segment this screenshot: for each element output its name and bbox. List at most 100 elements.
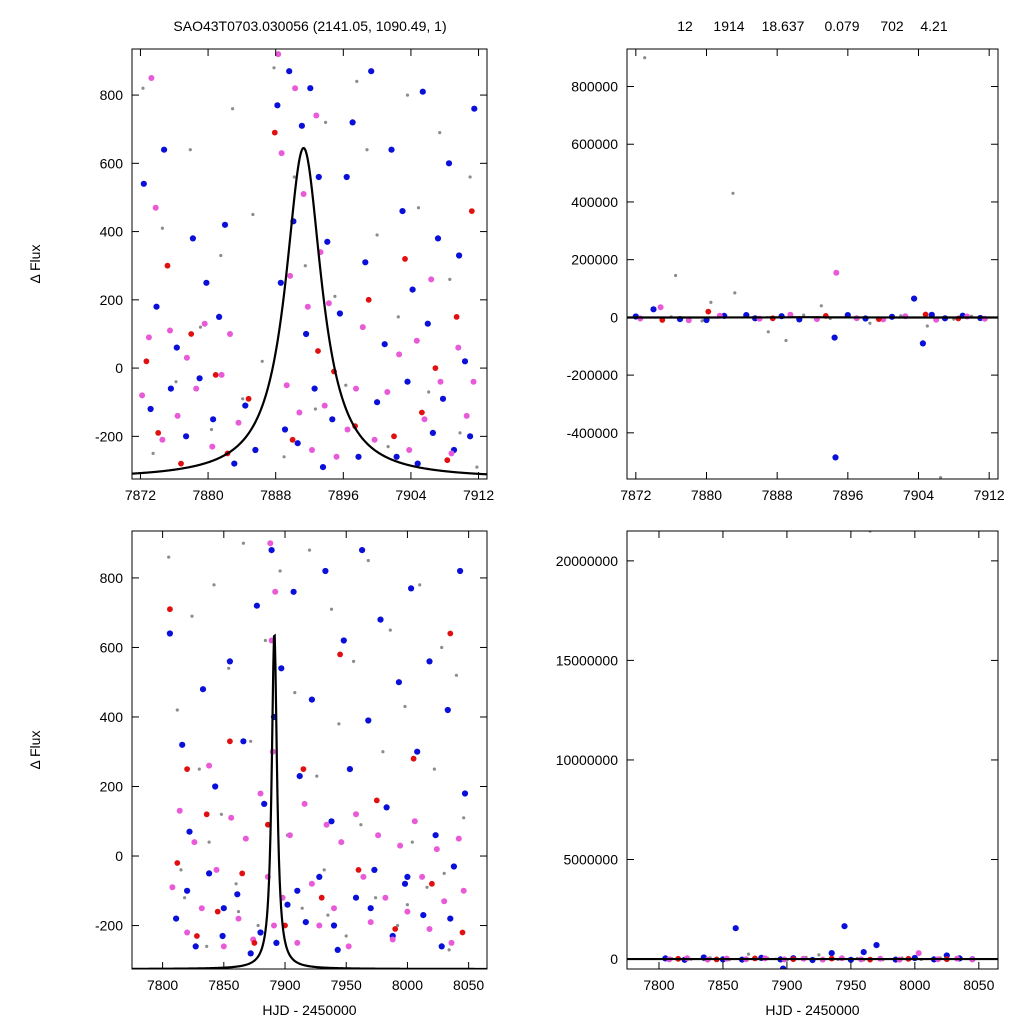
grey-data-point <box>427 390 431 394</box>
blue-data-point <box>196 375 203 382</box>
red-data-point <box>429 880 435 887</box>
grey-data-point <box>197 767 201 771</box>
magenta-data-point <box>287 272 294 279</box>
grey-data-point <box>188 148 192 152</box>
grey-data-point <box>272 66 276 70</box>
grey-data-point <box>141 86 145 90</box>
grey-data-point <box>174 380 178 384</box>
stat-value: 0.079 <box>824 18 859 34</box>
grey-data-point <box>337 722 341 726</box>
data-points <box>166 540 469 957</box>
magenta-data-point <box>428 276 435 283</box>
x-tick-label: 7850 <box>208 977 239 993</box>
magenta-data-point <box>278 150 285 157</box>
blue-data-point <box>928 311 935 318</box>
magenta-data-point <box>272 588 279 595</box>
y-tick-label: 400 <box>100 224 124 240</box>
y-tick-label: 0 <box>610 951 618 967</box>
blue-data-point <box>308 696 315 703</box>
x-tick-label: 8000 <box>392 977 423 993</box>
red-data-point <box>410 755 417 762</box>
grey-data-point <box>260 359 264 363</box>
blue-data-point <box>273 939 280 947</box>
magenta-data-point <box>218 371 225 378</box>
x-tick-label: 7850 <box>707 977 738 993</box>
red-data-point <box>392 926 399 932</box>
grey-data-point <box>292 175 296 179</box>
y-tick-label: -200000 <box>567 367 619 383</box>
red-data-point <box>419 409 425 416</box>
magenta-data-point <box>344 426 351 433</box>
blue-data-point <box>234 891 241 898</box>
blue-data-point <box>401 880 409 887</box>
y-tick-label: 5000000 <box>563 852 618 868</box>
grey-data-point <box>293 691 297 695</box>
blue-data-point <box>467 433 474 440</box>
x-tick-label: 7880 <box>691 487 722 503</box>
blue-data-point <box>274 102 281 109</box>
blue-data-point <box>336 310 343 317</box>
blue-data-point <box>257 929 264 936</box>
model-curve <box>132 146 487 476</box>
grey-data-point <box>868 321 872 325</box>
y-tick-label: -200 <box>95 428 123 444</box>
red-data-point <box>194 933 200 939</box>
blue-data-point <box>303 330 310 338</box>
stat-value: 12 <box>677 18 693 34</box>
grey-data-point <box>282 455 286 459</box>
y-tick-label: 200000 <box>571 252 618 268</box>
blue-data-point <box>393 453 400 460</box>
blue-data-point <box>732 925 739 932</box>
magenta-data-point <box>308 880 315 887</box>
blue-data-point <box>371 866 378 874</box>
grey-data-point <box>324 120 328 124</box>
grey-data-point <box>329 607 334 611</box>
blue-data-point <box>414 748 421 755</box>
red-data-point <box>337 651 343 658</box>
x-axis-label: HJD - 2450000 <box>765 1002 859 1018</box>
y-tick-label: 15000000 <box>556 652 619 668</box>
magenta-data-point <box>176 807 183 814</box>
blue-data-point <box>242 402 249 409</box>
blue-data-point <box>388 146 395 153</box>
grey-data-point <box>333 294 337 298</box>
blue-data-point <box>367 905 374 912</box>
blue-data-point <box>650 306 657 313</box>
x-tick-label: 8050 <box>963 977 994 993</box>
red-data-point <box>459 929 466 936</box>
stat-value: 18.637 <box>762 18 805 34</box>
blue-data-point <box>221 221 229 228</box>
blue-data-point <box>219 932 226 940</box>
magenta-data-point <box>235 419 242 426</box>
magenta-data-point <box>397 842 404 849</box>
grey-data-point <box>374 896 378 900</box>
y-tick-label: -200 <box>95 918 123 934</box>
blue-data-point <box>173 344 180 351</box>
magenta-data-point <box>220 943 227 950</box>
grey-data-point <box>405 93 410 97</box>
magenta-data-point <box>433 846 440 853</box>
blue-data-point <box>352 894 360 901</box>
grey-data-point <box>432 767 436 771</box>
grey-data-point <box>326 913 330 917</box>
blue-data-point <box>355 453 362 460</box>
chart-panel-top-right: 7872 7880 7888 7896 7904 7912 -400000 -200000 0 2… <box>567 48 1005 503</box>
red-data-point <box>167 606 173 613</box>
magenta-data-point <box>159 436 166 443</box>
red-data-point <box>174 860 181 866</box>
grey-data-point <box>448 277 452 281</box>
y-tick-label: 800000 <box>571 79 618 95</box>
blue-data-point <box>919 340 927 347</box>
blue-data-point <box>429 429 436 436</box>
x-tick-label: 7896 <box>832 487 863 503</box>
blue-data-point <box>184 887 191 894</box>
data-points <box>632 56 988 479</box>
blue-data-point <box>147 405 154 413</box>
red-data-point <box>188 331 195 337</box>
grey-data-point <box>249 739 253 743</box>
blue-data-point <box>349 119 356 126</box>
grey-data-point <box>278 569 282 573</box>
stat-value: 702 <box>880 18 904 34</box>
blue-data-point <box>298 122 305 129</box>
red-data-point <box>922 311 929 318</box>
